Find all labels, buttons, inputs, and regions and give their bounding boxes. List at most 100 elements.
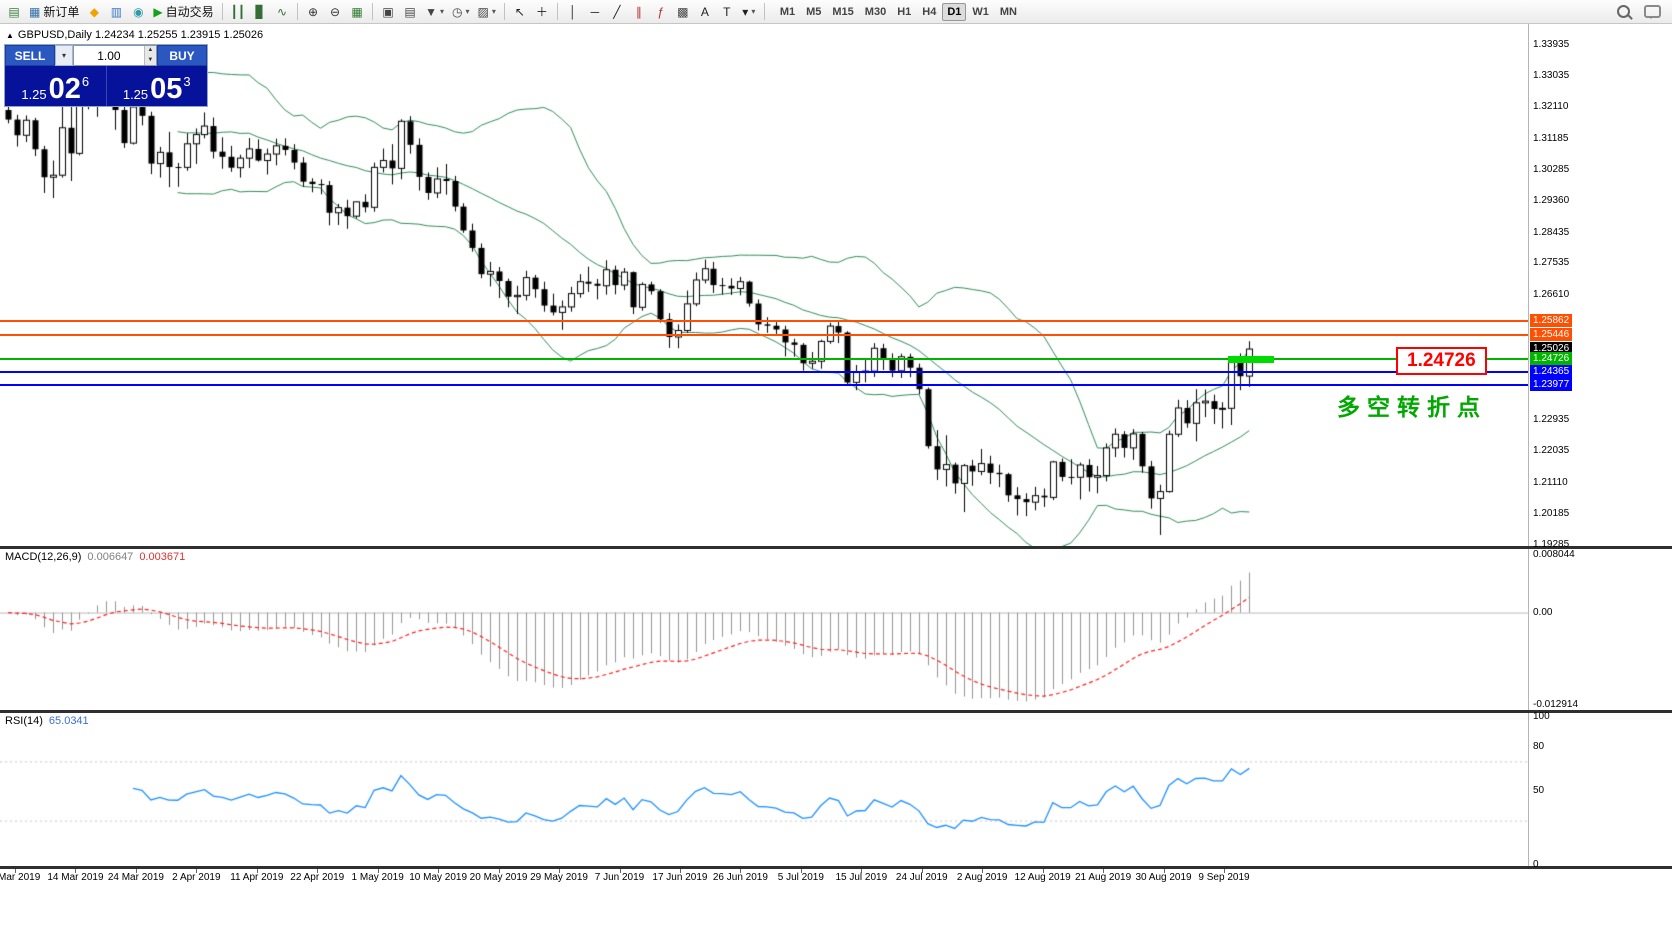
fibonacci-button[interactable]: ƒ: [650, 2, 672, 22]
vertical-line-button[interactable]: │: [562, 2, 584, 22]
timeframe-m30-button[interactable]: M30: [860, 3, 891, 21]
date-tick: [740, 869, 742, 873]
resistance-upper-line[interactable]: [0, 319, 1528, 322]
timeframe-h1-button[interactable]: H1: [892, 3, 916, 21]
date-axis-label: 12 Aug 2019: [1014, 872, 1071, 883]
order-type-dropdown[interactable]: ▾: [55, 45, 74, 66]
price-axis-label: 1.29360: [1533, 195, 1570, 207]
line-chart-button[interactable]: ∿: [271, 2, 293, 22]
community-button[interactable]: ◆: [83, 2, 105, 22]
pivot-green-line[interactable]: [0, 358, 1528, 361]
zoom-in-button[interactable]: ⊕: [302, 2, 324, 22]
trade-controls-row: SELL ▾ ▲ ▼ BUY: [5, 45, 207, 66]
date-tick: [377, 869, 379, 873]
horizontal-line-button[interactable]: ─: [584, 2, 606, 22]
charts-icon: ▥: [110, 4, 123, 19]
zoom-out-button[interactable]: ⊖: [324, 2, 346, 22]
dropdown-caret-icon: ▾: [465, 7, 470, 16]
grid-icon: ▩: [677, 4, 689, 19]
panel-separator[interactable]: [0, 866, 1672, 869]
period-button[interactable]: ◷ ▾: [448, 2, 474, 22]
price-axis-label: 1.22935: [1533, 414, 1570, 426]
charts-button[interactable]: ▥: [105, 2, 127, 22]
cascade-windows-button[interactable]: ▣: [377, 2, 399, 22]
panel-separator[interactable]: [0, 710, 1672, 713]
arrows-button[interactable]: ▾ ▾: [738, 2, 760, 22]
candles-icon: ▊: [255, 4, 265, 19]
macd-name: MACD(12,26,9): [5, 551, 82, 563]
bar-chart-button[interactable]: ┃┃: [227, 2, 249, 22]
timeframe-m15-button[interactable]: M15: [827, 3, 858, 21]
timeframe-d1-button[interactable]: D1: [942, 2, 967, 21]
new-chart-button[interactable]: ▤: [3, 2, 25, 22]
date-axis-label: 11 Apr 2019: [230, 872, 284, 883]
candle-chart-button[interactable]: ▊: [249, 2, 271, 22]
bid-price[interactable]: 1.25 02 6: [5, 66, 107, 106]
volume-input[interactable]: [74, 46, 144, 65]
trend-segment[interactable]: [1228, 355, 1274, 363]
date-axis-label: 29 May 2019: [530, 872, 588, 883]
panel-separator[interactable]: [0, 546, 1672, 549]
price-annotation-box[interactable]: 1.24726: [1396, 347, 1487, 375]
timeframe-mn-button[interactable]: MN: [995, 3, 1022, 21]
macd-axis-label: 0.008044: [1533, 549, 1575, 560]
diamond-icon: ◆: [89, 4, 99, 19]
date-axis-label: 1 May 2019: [351, 872, 404, 883]
toolbar-separator: [297, 3, 299, 20]
date-axis-label: 26 Jun 2019: [712, 872, 768, 883]
label-button[interactable]: T: [716, 2, 738, 22]
timeframe-m5-button[interactable]: M5: [801, 3, 826, 21]
autotrading-button[interactable]: ▶ 自动交易: [149, 2, 217, 22]
data-window-button[interactable]: ◉: [127, 2, 149, 22]
ask-price[interactable]: 1.25 05 3: [107, 66, 208, 106]
new-order-button[interactable]: ▦ 新订单: [25, 2, 83, 22]
text-button[interactable]: A: [694, 2, 716, 22]
sell-button[interactable]: SELL: [5, 45, 55, 66]
bars-icon: ┃┃: [230, 4, 246, 19]
indicators-button[interactable]: ▨ ▾: [473, 2, 499, 22]
date-tick: [1224, 869, 1225, 873]
arrange-windows-button[interactable]: ▤: [399, 2, 421, 22]
date-tick: [1163, 869, 1165, 873]
volume-up-button[interactable]: ▲: [144, 46, 156, 56]
volume-down-button[interactable]: ▼: [144, 55, 156, 65]
rsi-panel-canvas[interactable]: [0, 713, 1528, 866]
channel-button[interactable]: ∥: [628, 2, 650, 22]
timeframe-h4-button[interactable]: H4: [917, 3, 941, 21]
templates-button[interactable]: ▼ ▾: [421, 2, 448, 22]
date-axis-label: 9 Sep 2019: [1198, 872, 1250, 883]
crosshair-button[interactable]: ＋: [531, 2, 553, 22]
main-chart-canvas[interactable]: [0, 24, 1528, 546]
price-axis-label: 1.19285: [1533, 539, 1570, 550]
resistance-lower-line[interactable]: [0, 333, 1528, 336]
resistance-upper-price: 1.25862: [1530, 313, 1573, 327]
timeframe-m1-button[interactable]: M1: [775, 3, 800, 21]
date-tick: [1042, 869, 1044, 873]
order-icon: ▦: [29, 4, 41, 19]
chart-ohlc-header: ▲ GBPUSD,Daily 1.24234 1.25255 1.23915 1…: [6, 29, 263, 41]
price-axis-label: 1.33035: [1533, 69, 1570, 81]
support-lower-line[interactable]: [0, 383, 1528, 386]
turning-point-text[interactable]: 多空转折点: [1337, 394, 1487, 420]
date-tick: [619, 869, 621, 873]
rsi-axis-label: 0: [1533, 859, 1539, 870]
bid-price-big: 02: [48, 73, 81, 105]
search-button[interactable]: [1612, 2, 1634, 22]
grid-object-button[interactable]: ▩: [672, 2, 694, 22]
chat-button[interactable]: [1640, 2, 1665, 22]
pivot-green-price: 1.24726: [1530, 352, 1573, 366]
tile-windows-button[interactable]: ▦: [346, 2, 368, 22]
toolbar-separator: [372, 3, 374, 20]
toolbar-separator: [503, 3, 505, 20]
price-axis-label: 1.32110: [1533, 101, 1569, 113]
cursor-button[interactable]: ↖: [509, 2, 531, 22]
timeframe-w1-button[interactable]: W1: [967, 3, 994, 21]
date-tick: [256, 869, 258, 873]
trendline-button[interactable]: ╱: [606, 2, 628, 22]
buy-button[interactable]: BUY: [157, 45, 207, 66]
macd-panel-canvas[interactable]: [0, 549, 1528, 710]
support-upper-line[interactable]: [0, 370, 1528, 373]
bid-price-pip: 6: [81, 74, 90, 89]
resistance-lower-price: 1.25446: [1530, 327, 1573, 341]
clock-icon: ◷: [451, 4, 463, 19]
